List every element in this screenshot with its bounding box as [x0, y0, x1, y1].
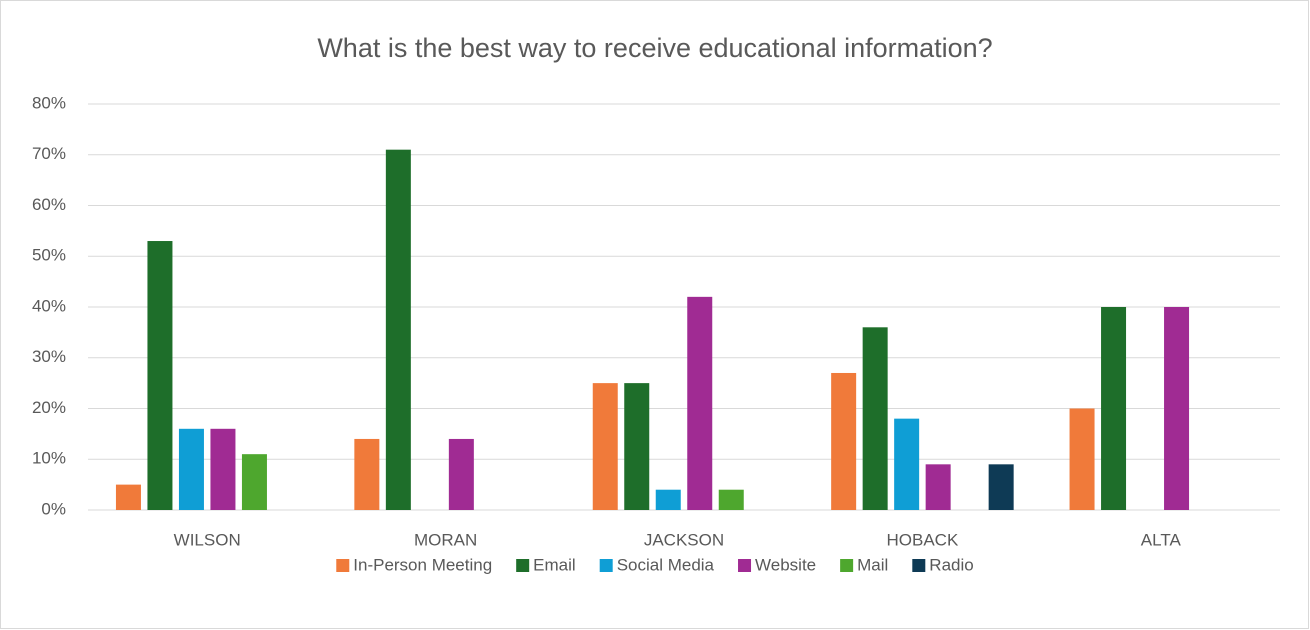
bar — [925, 464, 951, 510]
bar — [894, 418, 920, 510]
bar — [147, 241, 173, 510]
y-tick-label: 70% — [32, 144, 66, 163]
y-tick-label: 50% — [32, 246, 66, 265]
legend-label: In-Person Meeting — [353, 555, 492, 574]
bar — [448, 438, 474, 510]
y-tick-label: 30% — [32, 347, 66, 366]
bar — [988, 464, 1014, 510]
legend-swatch — [840, 559, 854, 572]
bar — [687, 296, 713, 510]
legend-label: Website — [755, 555, 816, 574]
legend-swatch — [516, 559, 530, 572]
legend-label: Email — [533, 555, 576, 574]
x-tick-label: HOBACK — [887, 530, 959, 549]
legend-label: Mail — [857, 555, 888, 574]
bar — [115, 484, 141, 510]
bar — [831, 372, 857, 510]
bar — [210, 428, 236, 510]
x-tick-label: ALTA — [1141, 530, 1182, 549]
bar — [655, 489, 681, 510]
legend-swatch — [912, 559, 926, 572]
bar — [178, 428, 204, 510]
bar — [718, 489, 744, 510]
legend-swatch — [738, 559, 752, 572]
y-tick-label: 60% — [32, 195, 66, 214]
x-tick-label: JACKSON — [644, 530, 724, 549]
y-tick-label: 0% — [41, 499, 66, 518]
bar — [241, 454, 267, 510]
bar — [1101, 307, 1127, 510]
bar — [1069, 408, 1095, 510]
bar — [862, 327, 888, 510]
legend-swatch — [336, 559, 350, 572]
x-tick-label: MORAN — [414, 530, 477, 549]
chart-title: What is the best way to receive educatio… — [317, 33, 992, 63]
legend-swatch — [599, 559, 613, 572]
y-tick-label: 40% — [32, 296, 66, 315]
bar — [354, 438, 380, 510]
bar — [624, 383, 650, 510]
y-tick-label: 80% — [32, 93, 66, 112]
legend-label: Radio — [929, 555, 973, 574]
x-tick-label: WILSON — [174, 530, 241, 549]
bar — [1164, 307, 1190, 510]
bar — [385, 149, 411, 511]
y-tick-label: 20% — [32, 398, 66, 417]
legend-label: Social Media — [617, 555, 715, 574]
bar — [592, 383, 618, 510]
y-tick-label: 10% — [32, 449, 66, 468]
